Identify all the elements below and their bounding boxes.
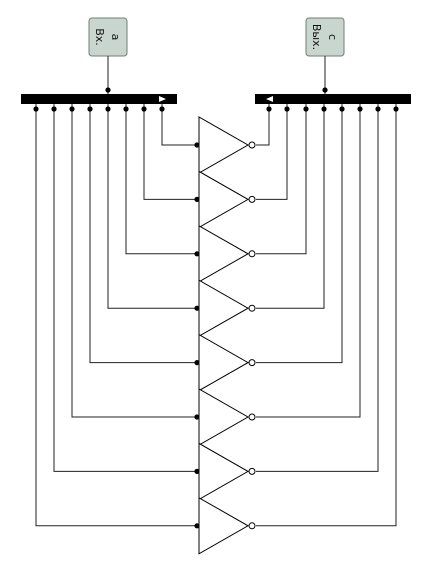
input-bus-tap: [141, 106, 147, 112]
inverter-bubble: [248, 467, 256, 475]
input-bus-tap: [33, 106, 39, 112]
inverter-bubble: [248, 250, 256, 258]
inverter-bubble: [248, 359, 256, 367]
input-bus-tap: [87, 106, 93, 112]
input-bus: [21, 94, 177, 104]
output-wire: [256, 104, 270, 146]
wires: [33, 104, 399, 529]
output-bus-tap: [393, 106, 399, 112]
input-junction: [194, 414, 200, 420]
output-pin[interactable]: c Вых.: [305, 17, 345, 57]
output-bus-tap: [284, 106, 290, 112]
output-pin-label: Вых.: [310, 24, 323, 50]
input-bus-tap: [69, 106, 75, 112]
inverter-chain: [198, 116, 256, 555]
output-wire: [256, 104, 325, 309]
output-wire: [256, 104, 343, 364]
output-bus: [255, 94, 411, 104]
output-bus-tap: [303, 106, 309, 112]
output-wire: [256, 104, 379, 472]
output-wire: [256, 104, 307, 255]
inverter-bubble: [248, 304, 256, 312]
inverter-triangle: [198, 279, 250, 338]
inverter-triangle: [198, 224, 250, 283]
input-pin-label: Вх.: [93, 28, 106, 46]
output-bus-tap: [321, 106, 327, 112]
input-bus-tap: [105, 106, 111, 112]
input-junction: [194, 523, 200, 529]
inverter-triangle: [198, 170, 250, 229]
input-junction: [194, 305, 200, 311]
inverter-triangle: [198, 388, 250, 446]
inverter-triangle: [198, 442, 250, 501]
output-bus-arrow-icon: [266, 96, 273, 102]
input-bus-tap: [123, 106, 129, 112]
input-junction: [194, 142, 200, 148]
input-junction: [194, 468, 200, 474]
input-pin[interactable]: a Вх.: [88, 17, 128, 57]
inverter-bubble: [248, 141, 256, 149]
input-pin-junction: [105, 87, 111, 93]
output-wire: [256, 104, 361, 418]
input-wire: [89, 104, 199, 364]
output-bus-tap: [266, 106, 272, 112]
input-wire: [71, 104, 199, 418]
output-bus-tap: [339, 106, 345, 112]
input-wire: [35, 104, 199, 527]
input-bus-tap: [51, 106, 57, 112]
output-pin-junction: [322, 87, 328, 93]
output-bus-tap: [357, 106, 363, 112]
output-wire: [256, 104, 288, 200]
input-wire: [161, 104, 199, 146]
inverter-triangle: [198, 496, 250, 555]
input-bus-tap: [159, 106, 165, 112]
inverter-triangle: [198, 333, 250, 392]
output-bus-tap: [375, 106, 381, 112]
input-junction: [194, 196, 200, 202]
input-pin-name: a: [109, 34, 122, 41]
input-junction: [194, 251, 200, 257]
inverter-bubble: [248, 522, 256, 530]
inverter-bubble: [248, 413, 256, 421]
output-wire: [256, 104, 397, 527]
input-wire: [125, 104, 199, 255]
inverter-triangle: [198, 116, 250, 174]
input-bus-arrow-icon: [159, 96, 166, 102]
inverter-bubble: [248, 195, 256, 203]
input-wire: [143, 104, 199, 200]
output-pin-name: c: [326, 34, 339, 40]
input-junction: [194, 360, 200, 366]
input-wire: [107, 104, 199, 309]
input-wire: [53, 104, 199, 472]
